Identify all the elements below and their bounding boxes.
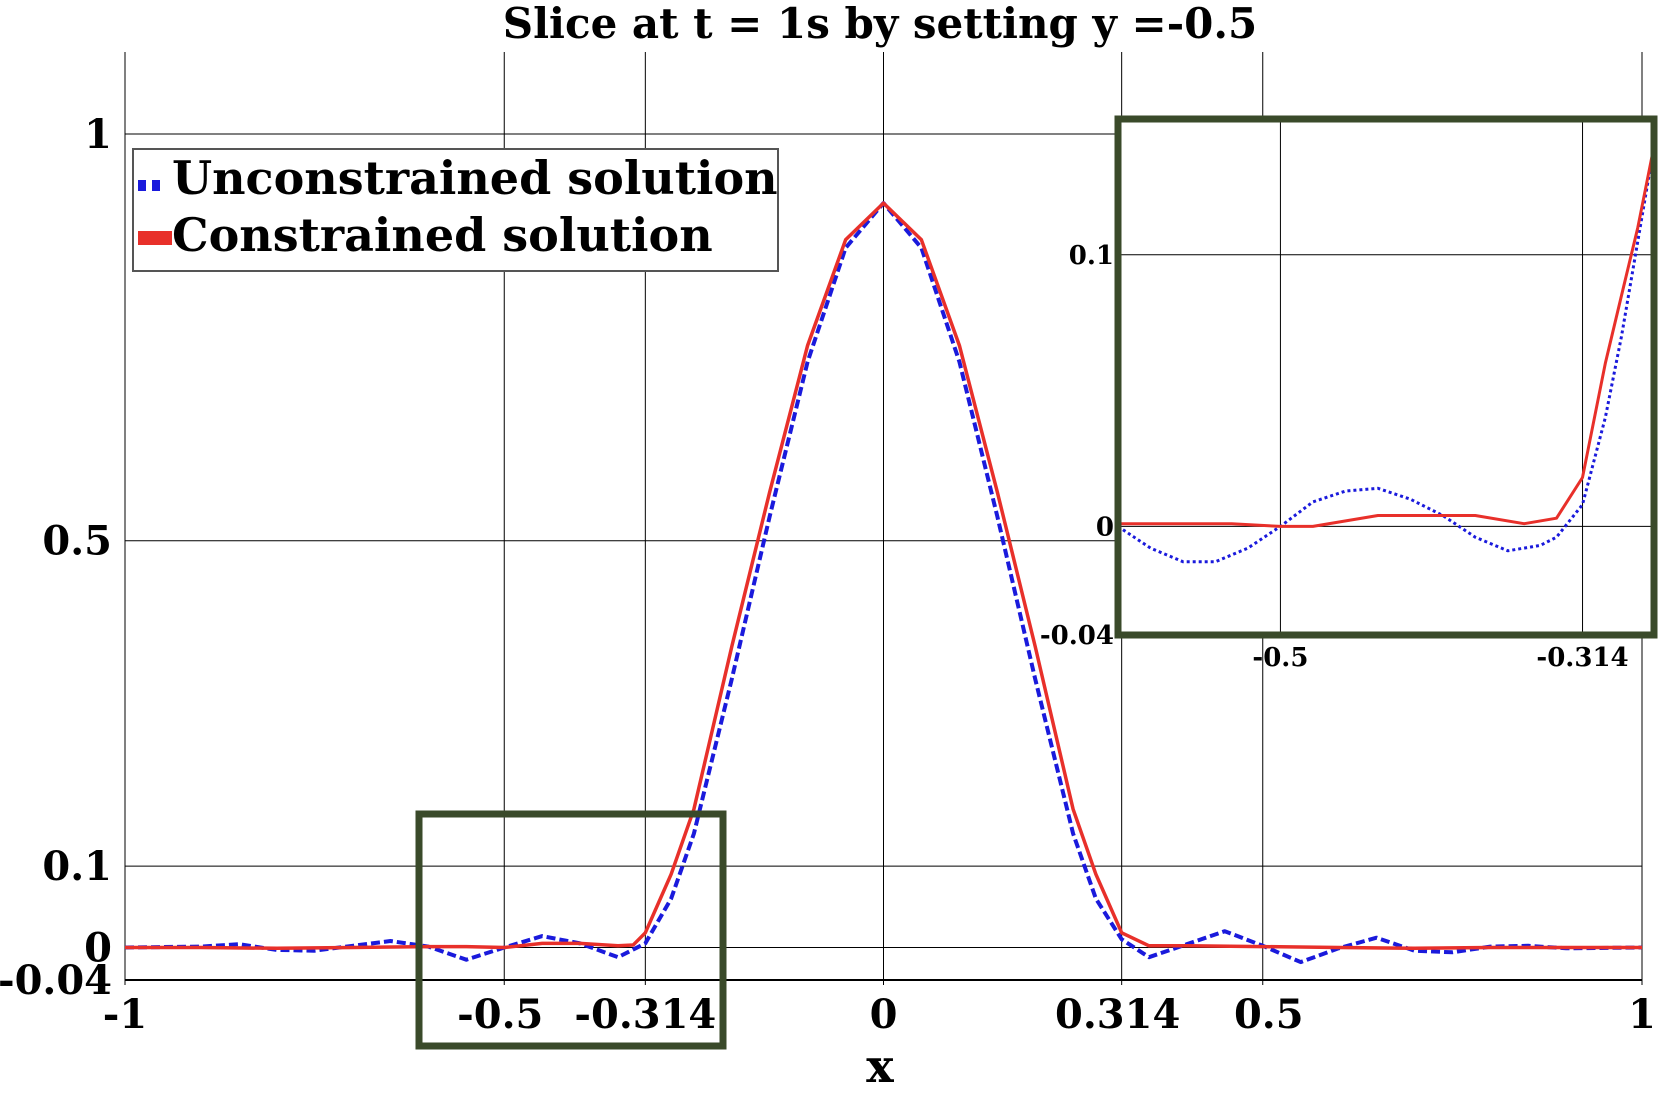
x-tick-label: 1	[1628, 991, 1656, 1038]
legend-swatch-unconstrained	[138, 180, 146, 191]
inset-y-tick-label: 0	[1096, 512, 1114, 542]
x-tick-label: -0.314	[574, 991, 716, 1038]
x-tick-label: -0.5	[457, 991, 543, 1038]
inset-y-tick-label: 0.1	[1069, 241, 1114, 271]
inset-zoom-plot: -0.5 -0.314 -0.04 0 0.1	[1040, 115, 1658, 673]
inset-series-unconstrained	[1117, 145, 1656, 564]
inset-series-lines	[1117, 145, 1656, 564]
zoom-region-box	[415, 810, 727, 1050]
inset-frame	[1114, 115, 1658, 639]
chart-title: Slice at t = 1s by setting y =-0.5	[503, 0, 1257, 48]
legend: Unconstrained solution Constrained solut…	[132, 148, 779, 272]
y-tick-label: 0.5	[42, 518, 112, 565]
inset-series-constrained	[1118, 145, 1656, 528]
inset-tick-labels: -0.5 -0.314 -0.04 0 0.1	[1040, 241, 1629, 673]
y-tick-label: 1	[84, 111, 112, 158]
legend-label-constrained: Constrained solution	[172, 208, 713, 262]
inset-x-tick-label: -0.5	[1252, 643, 1308, 673]
y-tick-label: 0.1	[42, 843, 112, 890]
legend-box	[132, 148, 779, 272]
legend-swatch-unconstrained	[152, 180, 160, 191]
x-tick-label: 0.5	[1234, 991, 1304, 1038]
x-axis-label: x	[866, 1039, 894, 1093]
inset-x-tick-label: -0.314	[1536, 643, 1628, 673]
y-tick-label: -0.04	[0, 957, 112, 1004]
inset-y-tick-label: -0.04	[1040, 621, 1114, 651]
inset-background	[1118, 119, 1654, 635]
series-constrained	[125, 201, 1642, 951]
legend-label-unconstrained: Unconstrained solution	[172, 151, 778, 205]
x-tick-label: -1	[103, 991, 147, 1038]
y-tick-label: 0	[84, 924, 112, 971]
x-tick-label: 0	[870, 991, 898, 1038]
x-tick-label: 0.314	[1055, 991, 1180, 1038]
legend-swatch-constrained	[138, 231, 172, 245]
